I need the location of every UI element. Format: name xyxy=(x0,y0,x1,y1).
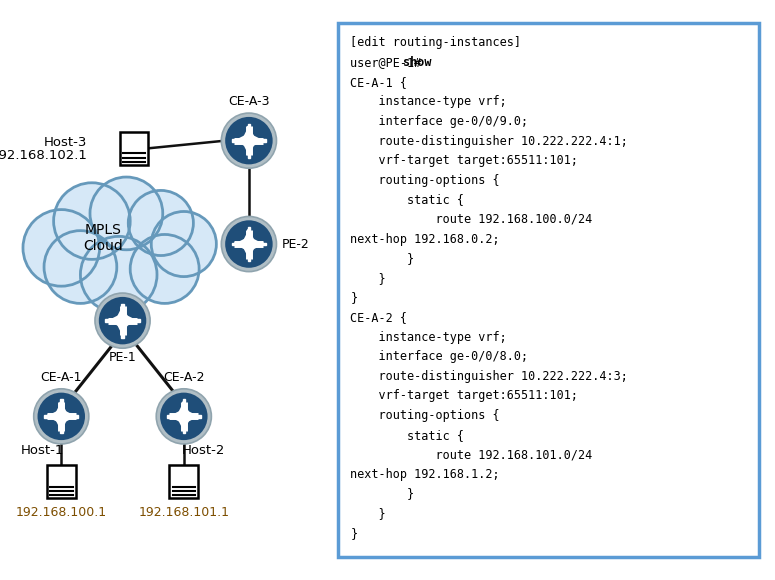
FancyBboxPatch shape xyxy=(170,465,198,498)
Circle shape xyxy=(129,190,194,256)
Text: }: } xyxy=(350,487,415,501)
FancyArrow shape xyxy=(44,415,78,418)
Text: 192.168.100.1: 192.168.100.1 xyxy=(16,506,107,519)
Text: routing-options {: routing-options { xyxy=(350,174,500,187)
Text: CE-A-2: CE-A-2 xyxy=(163,371,205,384)
Text: Host-1: Host-1 xyxy=(20,444,64,456)
Circle shape xyxy=(222,216,277,271)
Text: Host-3: Host-3 xyxy=(43,136,87,149)
Text: CE-A-1 {: CE-A-1 { xyxy=(350,76,408,89)
Text: show: show xyxy=(404,56,432,69)
Text: 192.168.101.1: 192.168.101.1 xyxy=(138,506,229,519)
Circle shape xyxy=(95,293,150,348)
Text: instance-type vrf;: instance-type vrf; xyxy=(350,331,507,343)
Circle shape xyxy=(226,220,273,268)
Circle shape xyxy=(33,389,89,444)
Text: route-distinguisher 10.222.222.4:1;: route-distinguisher 10.222.222.4:1; xyxy=(350,135,629,147)
Circle shape xyxy=(81,237,157,313)
FancyArrow shape xyxy=(232,243,266,245)
FancyBboxPatch shape xyxy=(338,23,759,557)
FancyArrow shape xyxy=(248,227,250,261)
FancyBboxPatch shape xyxy=(119,132,148,165)
Text: }: } xyxy=(350,252,415,265)
FancyArrow shape xyxy=(183,399,185,433)
Circle shape xyxy=(151,212,216,277)
Text: route-distinguisher 10.222.222.4:3;: route-distinguisher 10.222.222.4:3; xyxy=(350,370,629,383)
Circle shape xyxy=(44,231,117,303)
Text: }: } xyxy=(350,272,386,285)
Circle shape xyxy=(226,117,273,164)
Text: [edit routing-instances]: [edit routing-instances] xyxy=(350,37,522,49)
Text: user@PE-1#: user@PE-1# xyxy=(350,56,429,69)
Text: routing-options {: routing-options { xyxy=(350,409,500,422)
Text: }: } xyxy=(350,291,357,305)
FancyArrow shape xyxy=(60,399,63,433)
Text: interface ge-0/0/8.0;: interface ge-0/0/8.0; xyxy=(350,350,529,363)
Circle shape xyxy=(90,177,163,250)
FancyArrow shape xyxy=(248,124,250,158)
Circle shape xyxy=(157,389,212,444)
Text: static {: static { xyxy=(350,193,464,206)
Circle shape xyxy=(23,209,99,286)
Text: vrf-target target:65511:101;: vrf-target target:65511:101; xyxy=(350,154,578,167)
Text: route 192.168.101.0/24: route 192.168.101.0/24 xyxy=(350,448,593,461)
Text: MPLS
Cloud: MPLS Cloud xyxy=(84,223,123,253)
Text: Host-2: Host-2 xyxy=(181,444,225,456)
Text: interface ge-0/0/9.0;: interface ge-0/0/9.0; xyxy=(350,115,529,128)
Text: 192.168.102.1: 192.168.102.1 xyxy=(0,150,87,162)
Text: }: } xyxy=(350,527,357,539)
Text: vrf-target target:65511:101;: vrf-target target:65511:101; xyxy=(350,389,578,403)
Text: CE-A-1: CE-A-1 xyxy=(40,371,82,384)
FancyArrow shape xyxy=(122,303,124,338)
FancyArrow shape xyxy=(105,320,140,322)
Text: PE-1: PE-1 xyxy=(109,351,136,364)
Text: route 192.168.100.0/24: route 192.168.100.0/24 xyxy=(350,213,593,226)
Circle shape xyxy=(160,393,208,440)
Text: CE-A-2 {: CE-A-2 { xyxy=(350,311,408,324)
Circle shape xyxy=(98,297,146,345)
Text: next-hop 192.168.0.2;: next-hop 192.168.0.2; xyxy=(350,233,500,245)
Circle shape xyxy=(222,113,277,168)
Text: instance-type vrf;: instance-type vrf; xyxy=(350,95,507,108)
Circle shape xyxy=(130,234,199,303)
Text: PE-2: PE-2 xyxy=(281,238,309,251)
FancyArrow shape xyxy=(232,139,266,142)
FancyArrow shape xyxy=(167,415,201,418)
Text: next-hop 192.168.1.2;: next-hop 192.168.1.2; xyxy=(350,468,500,481)
Circle shape xyxy=(53,183,130,259)
Text: CE-A-3: CE-A-3 xyxy=(228,95,270,108)
Circle shape xyxy=(37,393,85,440)
FancyBboxPatch shape xyxy=(47,465,76,498)
Text: static {: static { xyxy=(350,429,464,441)
Text: }: } xyxy=(350,507,386,520)
